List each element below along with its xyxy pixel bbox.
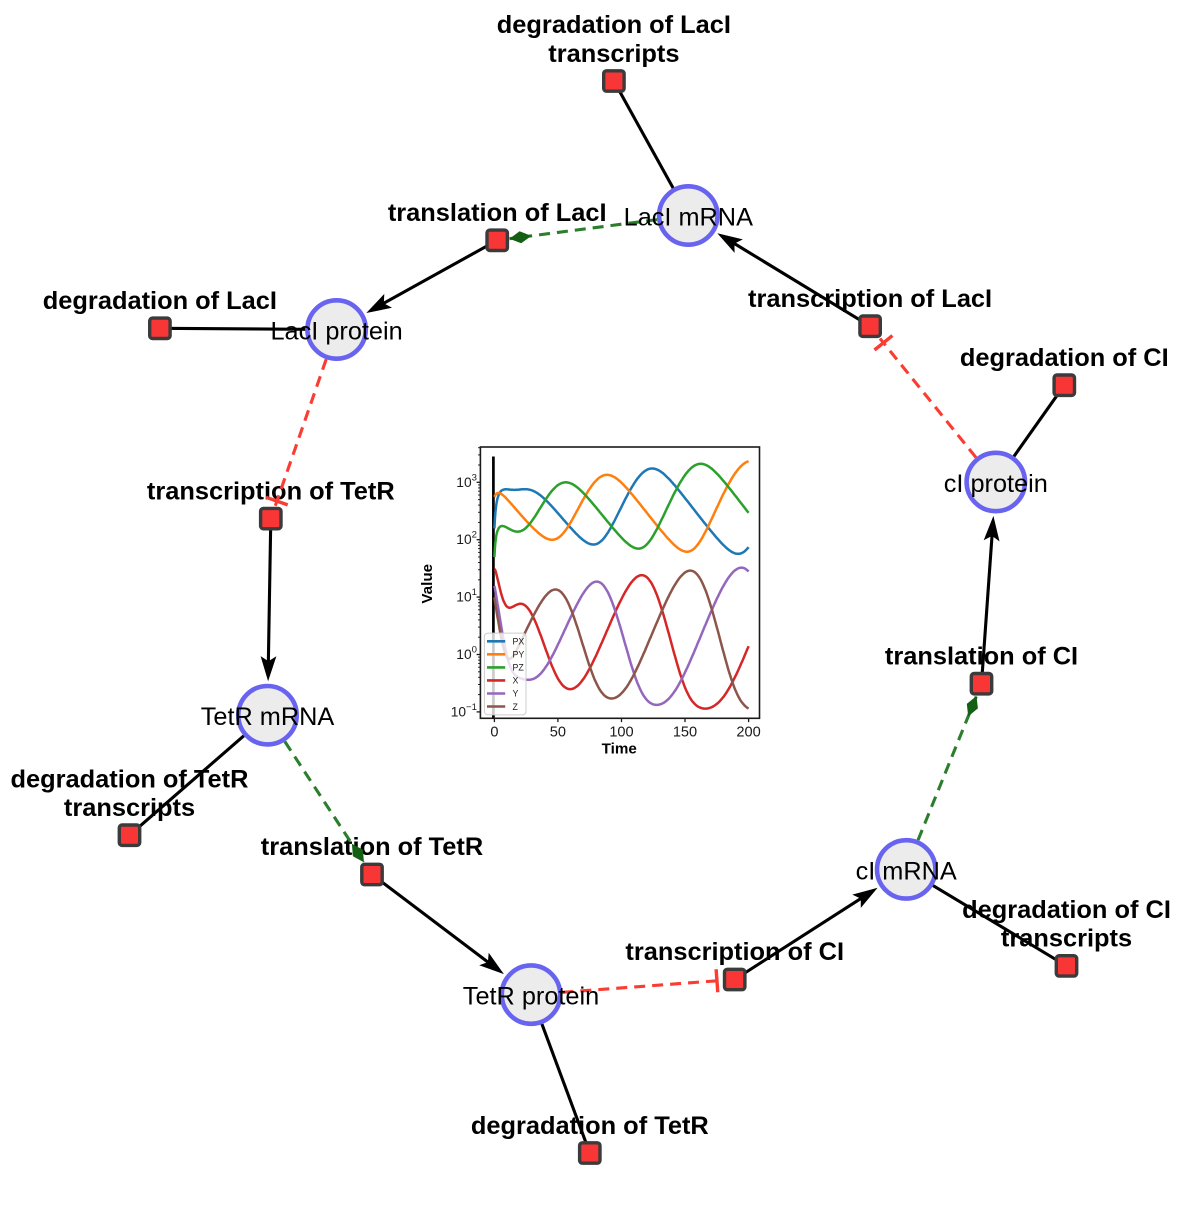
svg-text:LacI mRNA: LacI mRNA [624,204,753,232]
svg-text:degradation of TetR: degradation of TetR [471,1112,709,1140]
svg-text:Y: Y [513,689,519,699]
svg-text:transcripts: transcripts [64,794,195,822]
svg-text:transcription of CI: transcription of CI [625,938,844,966]
svg-text:Z: Z [513,702,519,712]
svg-text:degradation of TetR: degradation of TetR [11,766,249,794]
svg-text:0: 0 [490,725,498,741]
svg-text:degradation of LacI: degradation of LacI [43,287,277,315]
svg-text:50: 50 [550,725,566,741]
svg-text:PZ: PZ [513,663,525,673]
svg-text:transcription of LacI: transcription of LacI [748,285,992,313]
svg-text:degradation of CI: degradation of CI [962,896,1171,924]
svg-text:100: 100 [609,725,633,741]
svg-text:cI protein: cI protein [944,470,1048,498]
svg-text:degradation of LacI: degradation of LacI [497,11,731,39]
svg-text:X: X [513,676,519,686]
svg-text:200: 200 [736,725,760,741]
svg-text:transcripts: transcripts [548,40,679,68]
svg-text:PY: PY [513,650,525,660]
svg-text:translation of LacI: translation of LacI [388,199,607,227]
svg-text:150: 150 [673,725,697,741]
svg-text:TetR mRNA: TetR mRNA [201,703,335,731]
svg-text:transcription of TetR: transcription of TetR [147,477,395,505]
svg-text:PX: PX [513,637,525,647]
svg-text:Value: Value [419,564,436,604]
svg-text:degradation of CI: degradation of CI [960,344,1169,372]
svg-text:translation of TetR: translation of TetR [261,833,483,861]
svg-text:LacI protein: LacI protein [270,318,402,346]
svg-text:cI mRNA: cI mRNA [856,857,957,885]
svg-text:TetR protein: TetR protein [463,983,599,1011]
svg-text:Time: Time [602,741,637,758]
